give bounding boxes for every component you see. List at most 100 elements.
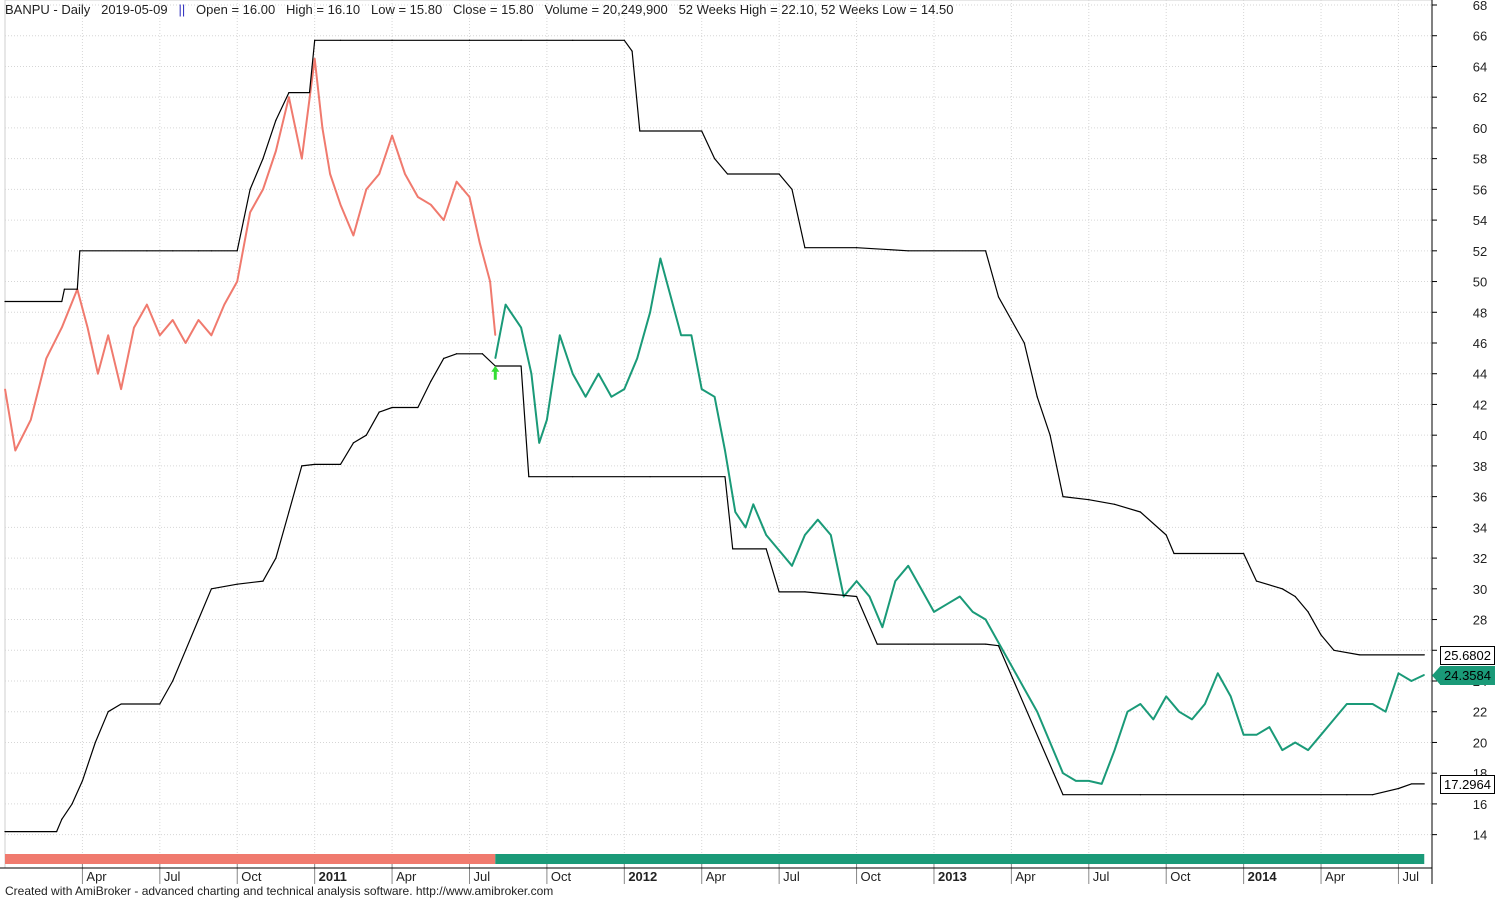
series-point xyxy=(1062,772,1064,774)
series-point xyxy=(843,595,845,598)
y-tick-label: 56 xyxy=(1473,182,1487,197)
series-point xyxy=(538,442,540,444)
series-point xyxy=(636,357,638,359)
series-point xyxy=(159,703,161,705)
y-tick-label: 38 xyxy=(1473,459,1487,474)
series-point xyxy=(197,319,200,321)
series-point xyxy=(365,434,367,436)
series-point xyxy=(1049,434,1051,436)
series-point xyxy=(701,130,703,132)
series-point xyxy=(791,565,793,567)
series-point xyxy=(71,803,73,805)
y-tick-label: 40 xyxy=(1473,428,1487,443)
series-point xyxy=(724,449,726,452)
series-point xyxy=(1139,511,1142,513)
header-separator: || xyxy=(178,2,186,17)
series-point xyxy=(185,649,187,651)
y-tick-label: 42 xyxy=(1473,397,1487,412)
series-point xyxy=(120,388,122,390)
series-point xyxy=(997,645,1000,647)
header-52weeks: 52 Weeks High = 22.10, 52 Weeks Low = 14… xyxy=(678,2,954,17)
series-point xyxy=(1126,711,1129,713)
x-tick-label: 2014 xyxy=(1248,869,1278,884)
series-point xyxy=(1281,749,1283,751)
x-tick-label: Jul xyxy=(164,869,181,884)
series-point xyxy=(321,127,323,129)
series-point xyxy=(1049,741,1051,744)
series-point xyxy=(907,643,909,645)
series-point xyxy=(714,396,716,398)
series-point xyxy=(804,591,806,593)
series-point xyxy=(443,219,445,221)
series-point xyxy=(262,188,264,190)
series-point xyxy=(1423,674,1425,676)
series-point xyxy=(714,158,716,160)
series-point xyxy=(249,188,251,190)
series-point xyxy=(4,300,6,303)
series-point xyxy=(1372,703,1374,705)
x-tick-label: Jul xyxy=(1402,869,1419,884)
series-point xyxy=(1062,794,1064,796)
series-point xyxy=(804,534,806,536)
y-tick-label: 52 xyxy=(1473,244,1487,259)
series-point xyxy=(236,280,238,283)
x-tick-label: 2012 xyxy=(628,869,657,884)
series-point xyxy=(1307,749,1309,751)
series-point xyxy=(79,250,81,252)
series-point xyxy=(1294,595,1296,598)
y-tick-label: 58 xyxy=(1473,152,1487,167)
series-point xyxy=(597,373,600,375)
marker-layer xyxy=(491,365,500,380)
series-point xyxy=(546,419,548,421)
x-tick-label: 2011 xyxy=(319,869,347,884)
series-point xyxy=(734,511,736,513)
series-point xyxy=(972,611,974,613)
series-point xyxy=(1320,634,1322,636)
header-close: Close = 15.80 xyxy=(453,2,534,17)
series-point xyxy=(481,353,483,355)
series-point xyxy=(623,388,625,390)
y-tick-label: 54 xyxy=(1473,213,1487,228)
series-point xyxy=(1114,503,1116,505)
series-point xyxy=(329,173,331,175)
series-point xyxy=(301,465,303,467)
series-point xyxy=(288,96,290,98)
series-point xyxy=(172,250,174,252)
x-tick-label: Apr xyxy=(1325,869,1346,884)
series-point xyxy=(855,580,858,582)
series-point xyxy=(61,818,63,820)
series-point xyxy=(223,303,225,306)
ribbon-segment xyxy=(5,854,496,864)
series-point xyxy=(1346,794,1348,796)
series-point xyxy=(1062,496,1064,498)
series-point xyxy=(378,173,380,175)
series-point xyxy=(984,618,987,621)
series-point xyxy=(1178,711,1180,713)
series-point xyxy=(631,50,633,52)
header-volume: Volume = 20,249,900 xyxy=(544,2,668,17)
series-point xyxy=(236,583,238,585)
series-point xyxy=(876,643,878,645)
footer-credit: Created with AmiBroker - advanced charti… xyxy=(5,884,554,898)
series-point xyxy=(724,476,726,478)
x-tick-label: Jul xyxy=(1093,869,1110,884)
series-point xyxy=(236,250,238,252)
x-tick-label: Apr xyxy=(86,869,107,884)
x-tick-label: Apr xyxy=(396,869,417,884)
series-point xyxy=(680,334,682,336)
series-point xyxy=(391,134,393,137)
series-point xyxy=(1320,734,1322,736)
series-point xyxy=(489,280,491,283)
series-point xyxy=(172,319,174,321)
series-point xyxy=(430,204,432,206)
series-point xyxy=(726,173,729,175)
series-point xyxy=(133,327,135,329)
series-point xyxy=(443,357,445,359)
series-point xyxy=(959,595,961,598)
series-point xyxy=(339,463,342,465)
series-point xyxy=(352,234,354,237)
plot-frame xyxy=(4,0,1433,869)
series-point xyxy=(1243,734,1245,736)
series-point xyxy=(765,548,767,550)
